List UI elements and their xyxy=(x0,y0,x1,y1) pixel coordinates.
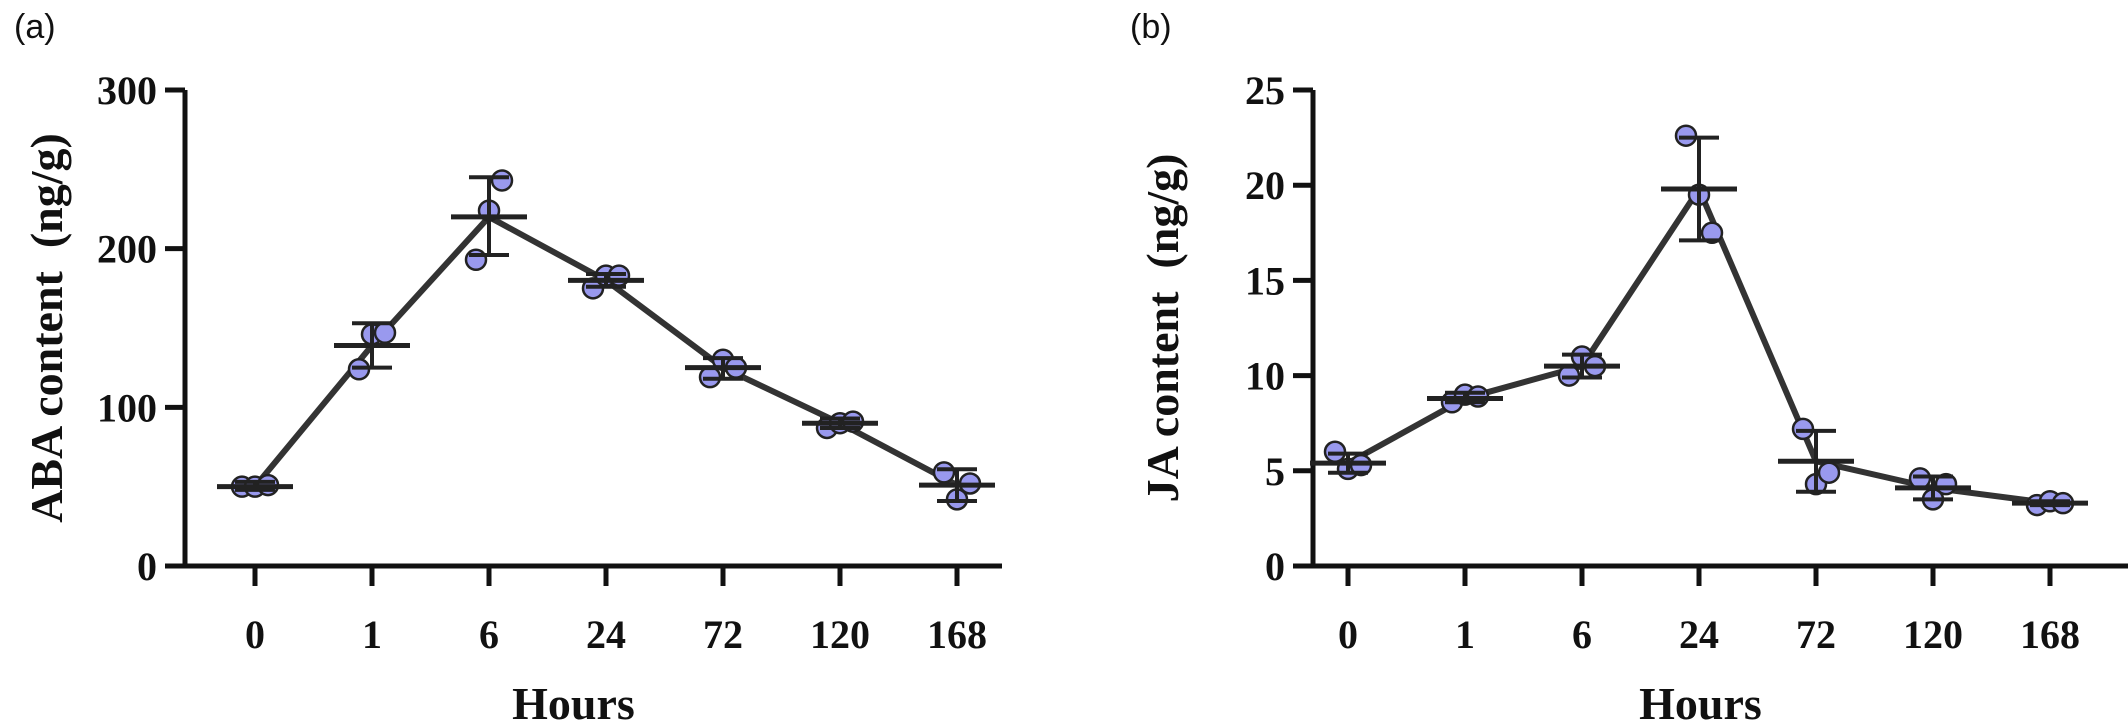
data-point xyxy=(490,169,514,192)
panel-label: (b) xyxy=(1130,8,1172,46)
x-tick-label: 6 xyxy=(479,612,499,657)
y-tick-label: 0 xyxy=(137,544,157,589)
x-tick-label: 0 xyxy=(245,612,265,657)
data-point xyxy=(932,461,956,484)
y-tick-label: 10 xyxy=(1245,354,1285,399)
panel-a: (a) 0 100 200 300 0 1 6 24 72 120 168 Hours ABA conte… xyxy=(14,8,1002,727)
x-tick-label: 168 xyxy=(2020,612,2080,657)
data-point xyxy=(373,321,397,345)
y-tick-label: 0 xyxy=(1265,544,1285,589)
x-tick-label: 1 xyxy=(362,612,382,657)
data-point xyxy=(464,248,488,272)
y-axis-title-group: JA content (ng/g) xyxy=(1137,154,1188,503)
panel-label: (a) xyxy=(14,8,56,46)
x-tick-label: 120 xyxy=(810,612,870,657)
y-tick-label: 100 xyxy=(97,385,157,430)
data-point xyxy=(1700,221,1724,245)
y-axis-title: JA content (ng/g) xyxy=(1137,154,1188,503)
panel-b: (b) 0 5 10 15 20 25 0 1 6 24 72 120 168 Hours JA conten… xyxy=(1130,8,2128,727)
x-tick-label: 1 xyxy=(1455,612,1475,657)
x-tick-label: 0 xyxy=(1338,612,1358,657)
x-tick-label: 72 xyxy=(1796,612,1836,657)
x-tick-label: 168 xyxy=(927,612,987,657)
x-axis-title: Hours xyxy=(512,678,635,727)
x-tick-label: 72 xyxy=(703,612,743,657)
x-tick-label: 120 xyxy=(1903,612,1963,657)
y-tick-label: 25 xyxy=(1245,68,1285,113)
y-tick-label: 300 xyxy=(97,68,157,113)
x-axis-title: Hours xyxy=(1639,678,1762,727)
y-axis-title: ABA content (ng/g) xyxy=(21,133,72,523)
y-axis-title-group: ABA content (ng/g) xyxy=(21,133,72,523)
x-tick-label: 24 xyxy=(1679,612,1719,657)
mean-line xyxy=(252,213,959,489)
y-tick-label: 200 xyxy=(97,227,157,272)
x-tick-label: 24 xyxy=(586,612,626,657)
x-tick-label: 6 xyxy=(1572,612,1592,657)
data-point xyxy=(1817,461,1841,484)
y-tick-label: 20 xyxy=(1245,163,1285,208)
y-tick-label: 5 xyxy=(1265,449,1285,494)
y-tick-label: 15 xyxy=(1245,258,1285,303)
